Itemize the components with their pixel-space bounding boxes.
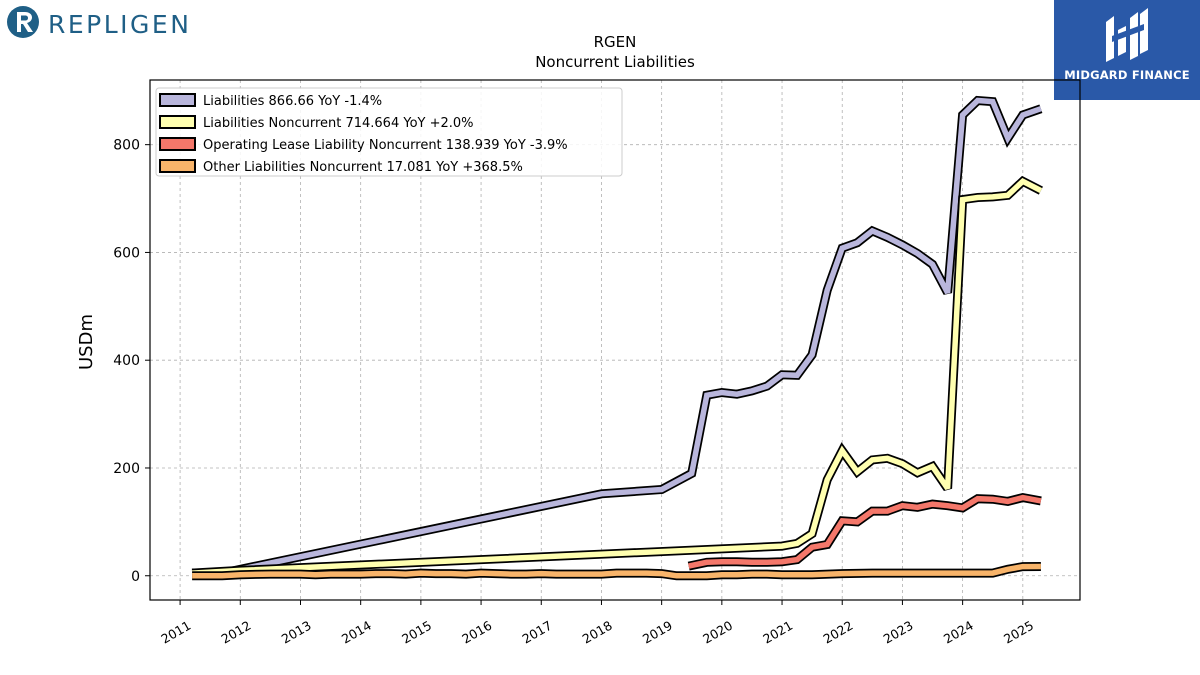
- series-line-outline: [687, 492, 1042, 571]
- legend-item: Liabilities 866.66 YoY -1.4%: [159, 93, 382, 109]
- y-tick-label: 800: [113, 138, 140, 154]
- series-3: [192, 562, 1041, 581]
- legend-swatch: [159, 93, 196, 107]
- legend-label: Other Liabilities Noncurrent 17.081 YoY …: [203, 160, 523, 175]
- x-tick-label: 2020: [700, 618, 735, 647]
- legend-item: Liabilities Noncurrent 714.664 YoY +2.0%: [159, 115, 474, 131]
- chart-subtitle: Noncurrent Liabilities: [535, 53, 695, 71]
- x-tick-label: 2012: [219, 618, 254, 647]
- y-axis: 0 200 400 600 800: [113, 138, 150, 585]
- x-tick-label: 2018: [580, 618, 615, 647]
- repligen-logo: REPLIGEN: [6, 4, 206, 40]
- series-1: [191, 175, 1043, 578]
- x-tick-label: 2022: [820, 618, 855, 647]
- x-tick-label: 2015: [399, 618, 434, 647]
- x-tick-label: 2016: [459, 618, 494, 647]
- x-tick-label: 2021: [760, 618, 795, 647]
- x-tick-label: 2025: [1001, 618, 1036, 647]
- y-axis-label: USDm: [76, 314, 97, 370]
- x-tick-label: 2019: [640, 618, 675, 647]
- series-line: [192, 97, 1042, 576]
- series-2: [687, 492, 1042, 571]
- series-0: [192, 95, 1043, 578]
- series-layer: [191, 95, 1043, 581]
- legend-label: Operating Lease Liability Noncurrent 138…: [203, 138, 568, 153]
- legend-item: Operating Lease Liability Noncurrent 138…: [159, 137, 568, 153]
- y-tick-label: 200: [113, 461, 140, 477]
- plot-frame: [149, 79, 1081, 601]
- legend: Liabilities 866.66 YoY -1.4% Liabilities …: [155, 87, 623, 177]
- x-tick-label: 2017: [519, 618, 554, 647]
- x-tick-label: 2011: [158, 618, 193, 647]
- y-tick-label: 400: [113, 353, 140, 369]
- legend-label: Liabilities 866.66 YoY -1.4%: [203, 94, 382, 109]
- legend-swatch: [159, 115, 196, 129]
- y-tick-label: 600: [113, 245, 140, 261]
- series-line-outline: [191, 175, 1043, 578]
- legend-box: [155, 87, 623, 177]
- series-line: [191, 177, 1043, 576]
- chart-title: RGEN: [594, 33, 637, 51]
- x-tick-label: 2014: [339, 618, 374, 647]
- repligen-wordmark: REPLIGEN: [48, 10, 192, 39]
- midgard-logo-mark: [1106, 8, 1148, 62]
- midgard-wordmark: MIDGARD FINANCE: [1064, 68, 1190, 82]
- y-tick-label: 0: [131, 569, 140, 585]
- legend-swatch: [159, 137, 196, 151]
- series-line: [192, 563, 1041, 579]
- legend-label: Liabilities Noncurrent 714.664 YoY +2.0%: [203, 116, 474, 131]
- x-tick-label: 2023: [881, 618, 916, 647]
- x-axis: 2011 2012 2013 2014 2015 2016 2017 2018 2019 2020…: [158, 600, 1036, 647]
- legend-swatch: [159, 159, 196, 173]
- repligen-logo-mark: [7, 6, 39, 38]
- legend-item: Other Liabilities Noncurrent 17.081 YoY …: [159, 159, 523, 175]
- midgard-finance-logo: MIDGARD FINANCE: [1054, 0, 1200, 100]
- x-tick-label: 2024: [941, 618, 976, 647]
- series-line: [688, 494, 1042, 569]
- x-tick-label: 2013: [279, 618, 314, 647]
